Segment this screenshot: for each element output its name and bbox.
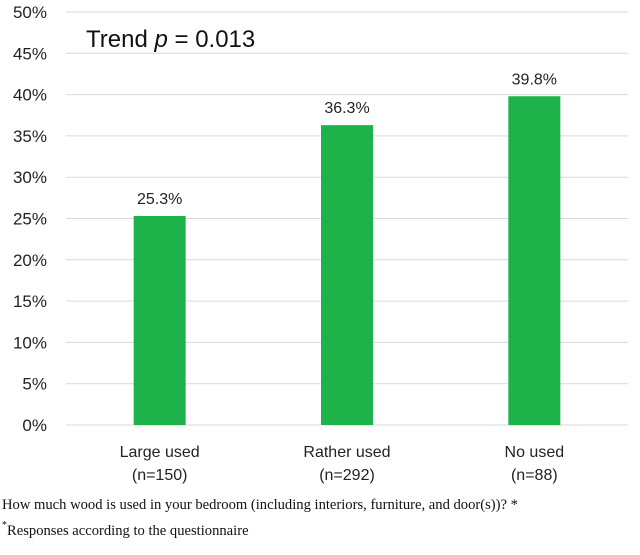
- x-tick-label: Rather used: [303, 444, 390, 461]
- question-caption: How much wood is used in your bedroom (i…: [2, 497, 518, 513]
- y-tick-label: 50%: [13, 3, 47, 22]
- x-tick-label: (n=292): [319, 467, 375, 484]
- x-tick-label: No used: [505, 444, 565, 461]
- y-tick-label: 10%: [13, 333, 47, 352]
- bar: [133, 216, 186, 425]
- data-label: 39.8%: [512, 71, 557, 88]
- footnote: *Responses according to the questionnair…: [2, 520, 249, 540]
- x-tick-label: (n=88): [511, 467, 558, 484]
- trend-value: = 0.013: [167, 26, 256, 53]
- footnote-mark: *: [2, 520, 7, 531]
- y-tick-label: 35%: [13, 127, 47, 146]
- y-axis-tick-labels: 0% 5% 10% 15% 20% 25% 30% 35% 40% 45% 50%: [13, 3, 47, 435]
- y-tick-label: 45%: [13, 44, 47, 63]
- x-tick-label: Large used: [120, 444, 200, 461]
- x-axis-category-labels: Large used (n=150) Rather used (n=292) No us…: [120, 444, 564, 484]
- bars: [133, 96, 561, 426]
- x-tick-label: (n=150): [132, 467, 188, 484]
- data-label: 25.3%: [137, 191, 182, 208]
- data-labels: 25.3% 36.3% 39.8%: [137, 71, 557, 208]
- bar: [508, 96, 561, 425]
- trend-p-symbol: p: [154, 26, 168, 53]
- y-tick-label: 5%: [22, 375, 47, 394]
- trend-annotation: Trend p = 0.013: [86, 26, 255, 54]
- y-tick-label: 30%: [13, 168, 47, 187]
- bar-chart: 0% 5% 10% 15% 20% 25% 30% 35% 40% 45% 50% 25.3% 36.…: [13, 3, 628, 484]
- y-tick-label: 40%: [13, 86, 47, 105]
- bar: [321, 125, 373, 426]
- footnote-text: Responses according to the questionnaire: [7, 523, 249, 539]
- trend-prefix: Trend: [86, 26, 155, 53]
- data-label: 36.3%: [324, 100, 369, 117]
- y-tick-label: 15%: [13, 292, 47, 311]
- y-tick-label: 25%: [13, 210, 47, 229]
- y-tick-label: 20%: [13, 251, 47, 270]
- y-tick-label: 0%: [22, 416, 47, 435]
